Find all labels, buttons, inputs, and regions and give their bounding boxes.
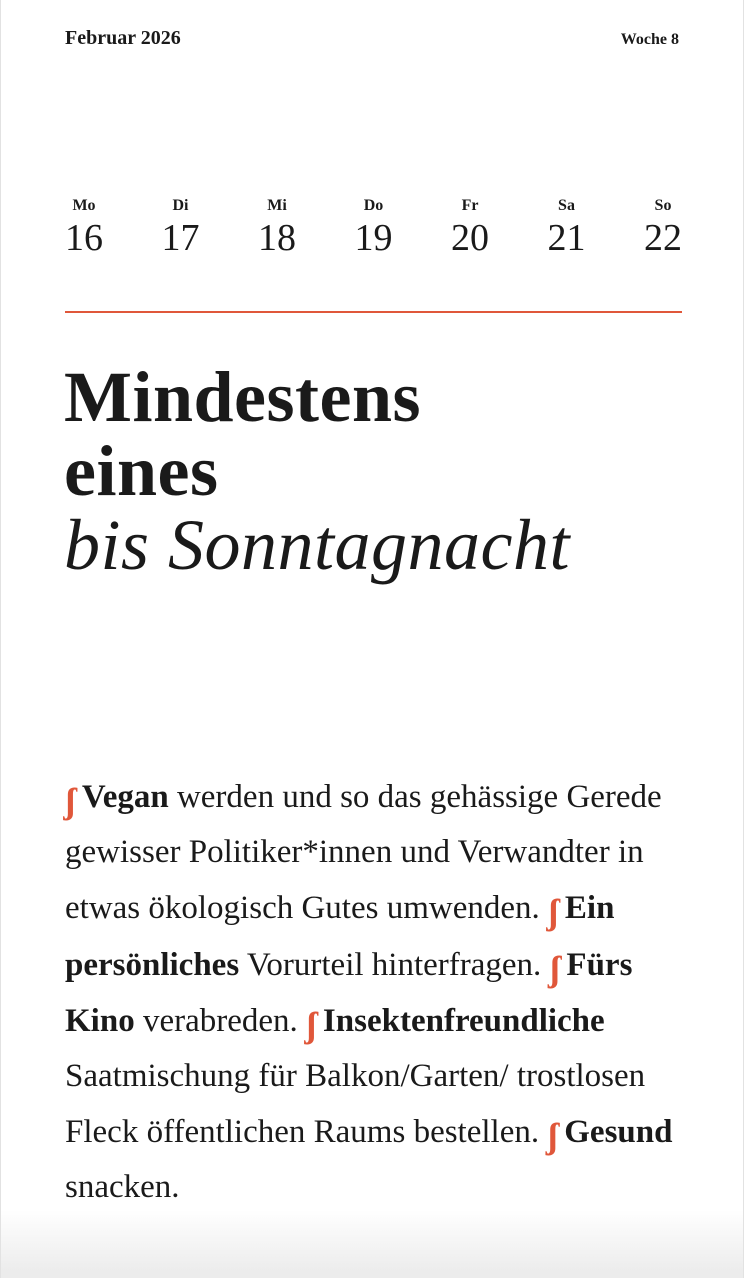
day-date: 21 [547,217,586,259]
day-name: Sa [558,197,575,214]
month-label: Februar 2026 [65,27,181,49]
item-bold: Vegan [81,779,169,815]
day-date: 19 [354,217,393,259]
item-text: verabreden. [134,1003,307,1039]
flourish-icon: ʃ [548,892,559,932]
item-text: Vorurteil hinterfragen. [239,946,550,983]
task-list: ʃ Vegan werden und so das gehässige Gered… [65,768,705,1214]
day-di: Di 17 [162,196,200,260]
week-days: Mo 16 Di 17 Mi 18 Do 19 Fr 20 Sa 21 So 22 [65,196,682,260]
day-name: Mi [267,197,287,214]
flourish-icon: ʃ [547,1116,559,1156]
item-text: werden und so das gehässige Gerede gewis… [65,779,662,926]
item-bold: Fürs Kino [65,946,633,1040]
item-bold: Ein persönliches [65,890,615,983]
day-date: 22 [644,217,682,259]
divider [65,311,682,313]
day-so: So 22 [644,196,682,260]
day-name: Fr [461,197,479,214]
week-label: Woche 8 [620,31,679,48]
day-date: 18 [258,217,296,259]
flourish-icon: ʃ [306,1005,317,1045]
page-title: Mindestens eines bis Sonntagnacht [64,360,570,582]
day-date: 17 [161,217,200,259]
day-name: So [654,197,672,214]
flourish-icon: ʃ [549,948,561,989]
title-line-1: Mindestens [64,357,422,437]
title-line-2: eines [64,431,219,511]
title-subline: bis Sonntagnacht [64,505,570,585]
day-name: Di [172,197,189,214]
day-name: Do [363,197,384,214]
day-date: 16 [65,217,103,259]
item-text: snacken. [65,1168,180,1205]
page-header: Februar 2026 Woche 8 [65,27,679,50]
day-mo: Mo 16 [65,196,103,260]
day-sa: Sa 21 [548,196,586,260]
day-date: 20 [451,217,489,259]
flourish-icon: ʃ [65,781,76,821]
day-do: Do 19 [355,196,393,260]
day-mi: Mi 18 [258,196,296,260]
item-text: Saatmischung für Balkon/Garten/ trostlos… [65,1057,646,1151]
item-bold: Insektenfreundliche [322,1003,605,1039]
day-name: Mo [72,197,96,214]
day-fr: Fr 20 [451,196,489,260]
item-bold: Gesund [564,1114,673,1150]
